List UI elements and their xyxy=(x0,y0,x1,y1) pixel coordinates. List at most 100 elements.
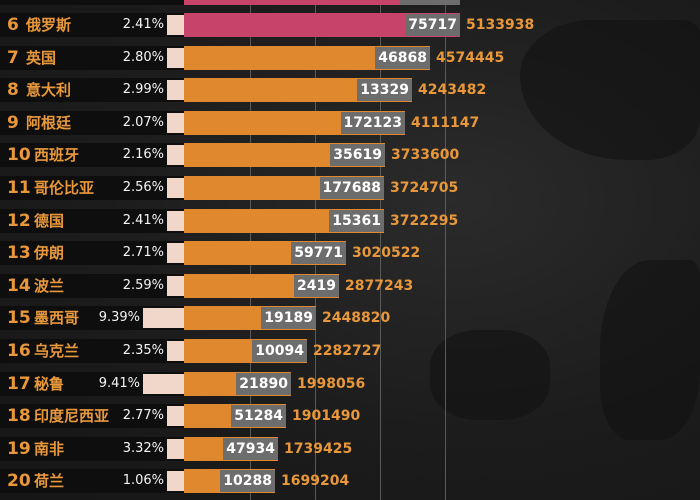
new-cases-label: 19189 xyxy=(261,307,316,329)
total-value-label: 3722295 xyxy=(390,213,459,229)
background-map-shape xyxy=(600,260,700,440)
ratio-stub xyxy=(167,113,184,133)
new-cases-label: 59771 xyxy=(291,242,346,264)
rank-number: 8 xyxy=(7,80,19,100)
rank-number: 13 xyxy=(7,243,31,263)
total-value-label: 1739425 xyxy=(284,441,353,457)
ratio-stub xyxy=(167,341,184,361)
ratio-label: 2.99% xyxy=(122,82,164,97)
total-value-label: 1998056 xyxy=(297,376,366,392)
bar-row: 11 哥伦比亚 2.56% 177688 3724705 xyxy=(0,176,700,200)
ratio-stub xyxy=(167,243,184,263)
ratio-label: 3.32% xyxy=(122,441,164,456)
rank-number: 19 xyxy=(7,439,31,459)
total-value-label: 2282727 xyxy=(313,343,382,359)
new-cases-label: 13329 xyxy=(357,79,412,101)
ratio-label: 2.41% xyxy=(122,213,164,228)
new-cases-label: 21890 xyxy=(236,373,291,395)
bar-row: 6 俄罗斯 2.41% 75717 5133938 xyxy=(0,13,700,37)
ratio-stub xyxy=(167,48,184,68)
ratio-stub xyxy=(143,374,184,394)
ratio-stub xyxy=(167,80,184,100)
rank-number: 10 xyxy=(7,145,31,165)
new-cases-label: 51284 xyxy=(231,405,286,427)
country-name: 俄罗斯 xyxy=(26,16,72,34)
row-label-background xyxy=(0,339,184,363)
ratio-stub xyxy=(167,276,184,296)
new-cases-label: 47934 xyxy=(223,438,278,460)
country-name: 德国 xyxy=(34,212,65,230)
rank-number: 16 xyxy=(7,341,31,361)
bar-row: 12 德国 2.41% 15361 3722295 xyxy=(0,209,700,233)
rank-number: 7 xyxy=(7,48,19,68)
row-label-background xyxy=(0,176,184,200)
country-name: 南非 xyxy=(34,440,65,458)
rank-number: 18 xyxy=(7,406,31,426)
row-label-background xyxy=(0,13,184,37)
new-cases-label: 15361 xyxy=(329,210,384,232)
ratio-label: 2.07% xyxy=(122,115,164,130)
bar-row: 19 南非 3.32% 47934 1739425 xyxy=(0,437,700,461)
row-label-background xyxy=(0,46,184,70)
country-name: 荷兰 xyxy=(34,472,65,490)
grid-line xyxy=(380,0,381,500)
country-name: 秘鲁 xyxy=(34,375,65,393)
country-name: 英国 xyxy=(26,49,57,67)
bar-row: 7 英国 2.80% 46868 4574445 xyxy=(0,46,700,70)
ratio-label: 2.56% xyxy=(122,180,164,195)
new-cases-label: 10094 xyxy=(252,340,307,362)
country-name: 西班牙 xyxy=(34,146,80,164)
rank-number: 20 xyxy=(7,471,31,491)
row-label-background xyxy=(0,404,184,428)
bar-row: 16 乌克兰 2.35% 10094 2282727 xyxy=(0,339,700,363)
row-label-background xyxy=(0,274,184,298)
ratio-label: 1.06% xyxy=(122,473,164,488)
row-label-background xyxy=(0,209,184,233)
total-value-label: 2877243 xyxy=(345,278,414,294)
ratio-label: 2.35% xyxy=(122,343,164,358)
ratio-stub xyxy=(167,211,184,231)
rank-number: 17 xyxy=(7,374,31,394)
ratio-label: 9.39% xyxy=(98,310,140,325)
ratio-label: 2.41% xyxy=(122,17,164,32)
new-cases-label: 35619 xyxy=(330,144,385,166)
new-cases-label: 75717 xyxy=(405,14,460,36)
total-value-label: 1699204 xyxy=(281,473,350,489)
grid-line xyxy=(445,0,446,500)
bar-row: 9 阿根廷 2.07% 172123 4111147 xyxy=(0,111,700,135)
country-name: 波兰 xyxy=(34,277,65,295)
total-value-label: 5133938 xyxy=(466,17,535,33)
background-map-shape xyxy=(430,330,550,420)
row-label-background xyxy=(0,241,184,265)
country-name: 印度尼西亚 xyxy=(34,407,110,425)
ratio-stub xyxy=(167,15,184,35)
total-value-label: 1901490 xyxy=(292,408,361,424)
ratio-label: 2.80% xyxy=(122,50,164,65)
bar-row: 20 荷兰 1.06% 10288 1699204 xyxy=(0,469,700,493)
rank-number: 11 xyxy=(7,178,31,198)
new-cases-label: 177688 xyxy=(319,177,384,199)
total-value-label: 4243482 xyxy=(418,82,487,98)
bar-row: 13 伊朗 2.71% 59771 3020522 xyxy=(0,241,700,265)
row-label-background xyxy=(0,111,184,135)
total-value-label: 3020522 xyxy=(352,245,421,261)
bar-row: 17 秘鲁 9.41% 21890 1998056 xyxy=(0,372,700,396)
rank-number: 6 xyxy=(7,15,19,35)
ratio-stub xyxy=(167,439,184,459)
row-label-background xyxy=(0,143,184,167)
clipped-row-label xyxy=(400,0,460,5)
country-name: 伊朗 xyxy=(34,244,65,262)
row-label-background xyxy=(0,469,184,493)
ratio-stub xyxy=(167,471,184,491)
ratio-stub xyxy=(143,308,184,328)
ratio-label: 9.41% xyxy=(98,376,140,391)
bar-row: 10 西班牙 2.16% 35619 3733600 xyxy=(0,143,700,167)
new-cases-label: 172123 xyxy=(340,112,405,134)
ratio-label: 2.16% xyxy=(122,147,164,162)
total-value-label: 4111147 xyxy=(411,115,480,131)
bar-row: 18 印度尼西亚 2.77% 51284 1901490 xyxy=(0,404,700,428)
total-value-label: 3733600 xyxy=(391,147,460,163)
rank-number: 15 xyxy=(7,308,31,328)
rank-number: 14 xyxy=(7,276,31,296)
